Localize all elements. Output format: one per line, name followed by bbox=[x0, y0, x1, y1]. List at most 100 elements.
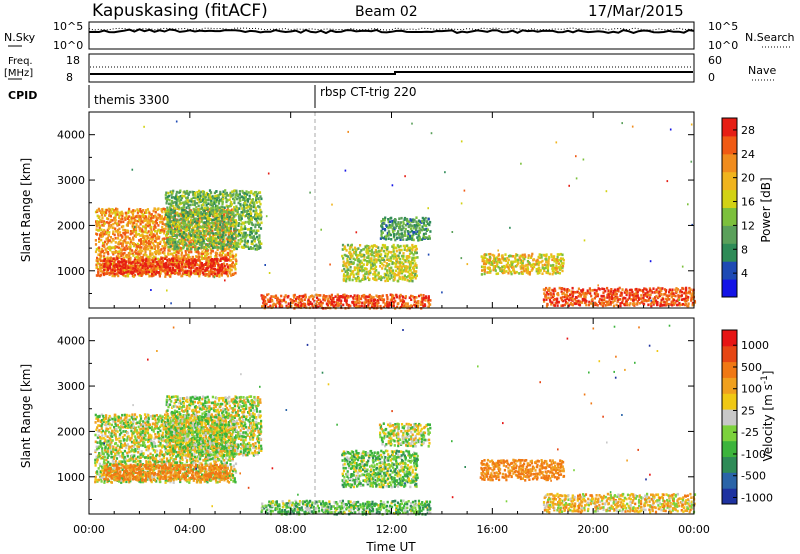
scatter-cell bbox=[240, 240, 243, 243]
scatter-cell bbox=[298, 298, 301, 301]
scatter-cell bbox=[139, 244, 142, 247]
scatter-cell bbox=[380, 278, 383, 282]
scatter-cell bbox=[330, 293, 333, 297]
scatter-cell bbox=[174, 238, 177, 242]
scatter-cell bbox=[180, 196, 184, 200]
scatter-cell bbox=[632, 302, 635, 305]
scatter-cell bbox=[168, 218, 171, 221]
scatter-cell bbox=[196, 191, 199, 194]
scatter-cell bbox=[114, 241, 117, 244]
scatter-cell bbox=[127, 221, 130, 224]
scatter-cell bbox=[509, 263, 512, 267]
scatter-cell bbox=[125, 211, 128, 215]
scatter-cell bbox=[399, 223, 402, 226]
scatter-cell bbox=[237, 224, 240, 227]
scatter-cell bbox=[645, 288, 648, 292]
scatter-cell bbox=[336, 293, 339, 297]
scatter-cell bbox=[219, 247, 222, 250]
scatter-cell bbox=[207, 210, 210, 214]
scatter-cell bbox=[410, 260, 413, 264]
scatter-cell bbox=[197, 223, 200, 227]
scatter-cell bbox=[167, 267, 170, 270]
scatter-cell bbox=[169, 223, 172, 227]
scatter-cell bbox=[229, 270, 232, 274]
scatter-cell bbox=[493, 254, 496, 258]
scatter-cell bbox=[547, 259, 550, 263]
scatter-cell bbox=[218, 212, 221, 216]
scatter-cell bbox=[221, 200, 224, 204]
scatter-cell bbox=[167, 229, 170, 233]
scatter-cell bbox=[430, 132, 433, 135]
scatter-cell bbox=[395, 294, 398, 297]
scatter-cell bbox=[378, 275, 381, 279]
scatter-cell bbox=[216, 204, 219, 208]
scatter-cell bbox=[379, 237, 382, 240]
scatter-cell bbox=[97, 207, 100, 211]
scatter-cell bbox=[150, 266, 153, 270]
scatter-cell bbox=[230, 203, 233, 206]
scatter-cell bbox=[635, 287, 638, 291]
scatter-cell bbox=[235, 243, 238, 247]
scatter-cell bbox=[364, 277, 367, 281]
scatter-cell bbox=[244, 236, 247, 240]
scatter-cell bbox=[167, 225, 170, 228]
scatter-cell bbox=[259, 217, 263, 221]
scatter-cell bbox=[200, 212, 203, 216]
scatter-cell bbox=[384, 254, 387, 258]
scatter-cell bbox=[176, 219, 179, 223]
scatter-cell bbox=[169, 245, 172, 248]
scatter-cell bbox=[174, 269, 177, 272]
scatter-cell bbox=[361, 265, 364, 268]
scatter-cell bbox=[394, 220, 397, 224]
scatter-cell bbox=[386, 255, 389, 258]
scatter-cell bbox=[108, 212, 111, 215]
scatter-cell bbox=[356, 294, 359, 297]
scatter-cell bbox=[411, 224, 414, 228]
scatter-cell bbox=[532, 262, 535, 266]
scatter-cell bbox=[376, 295, 379, 299]
scatter-cell bbox=[213, 264, 216, 268]
scatter-cell bbox=[193, 244, 196, 248]
scatter-cell bbox=[397, 302, 400, 305]
scatter-cell bbox=[669, 128, 672, 131]
scatter-cell bbox=[172, 229, 175, 233]
scatter-cell bbox=[208, 193, 211, 197]
scatter-cell bbox=[394, 226, 397, 230]
scatter-cell bbox=[314, 303, 317, 306]
scatter-cell bbox=[358, 263, 362, 266]
scatter-cell bbox=[154, 272, 157, 276]
scatter-cell bbox=[202, 211, 205, 214]
scatter-cell bbox=[237, 232, 240, 235]
scatter-cell bbox=[100, 235, 103, 238]
scatter-cell bbox=[346, 243, 350, 247]
scatter-cell bbox=[131, 231, 134, 235]
scatter-cell bbox=[159, 231, 162, 234]
noise-right-tick-top: 10^5 bbox=[708, 20, 738, 33]
scatter-cell bbox=[138, 269, 141, 272]
scatter-cell bbox=[645, 299, 648, 303]
scatter-cell bbox=[381, 267, 384, 270]
scatter-cell bbox=[400, 248, 403, 252]
scatter-cell bbox=[198, 274, 201, 278]
scatter-cell bbox=[185, 209, 188, 213]
scatter-cell bbox=[188, 248, 191, 252]
scatter-cell bbox=[159, 270, 162, 274]
scatter-cell bbox=[246, 239, 249, 243]
scatter-cell bbox=[98, 248, 101, 251]
scatter-cell bbox=[542, 298, 545, 301]
scatter-cell bbox=[621, 288, 624, 291]
scatter-cell bbox=[158, 214, 161, 217]
scatter-cell bbox=[145, 247, 148, 251]
scatter-cell bbox=[209, 218, 212, 221]
scatter-cell bbox=[375, 278, 378, 282]
scatter-cell bbox=[146, 222, 150, 225]
scatter-cell bbox=[394, 253, 397, 256]
scatter-cell bbox=[408, 267, 411, 271]
scatter-cell bbox=[317, 298, 320, 301]
scatter-cell bbox=[123, 268, 126, 272]
scatter-cell bbox=[418, 238, 421, 242]
scatter-cell bbox=[516, 262, 520, 265]
scatter-cell bbox=[148, 258, 151, 261]
scatter-cell bbox=[377, 297, 381, 300]
scatter-cell bbox=[120, 220, 123, 224]
